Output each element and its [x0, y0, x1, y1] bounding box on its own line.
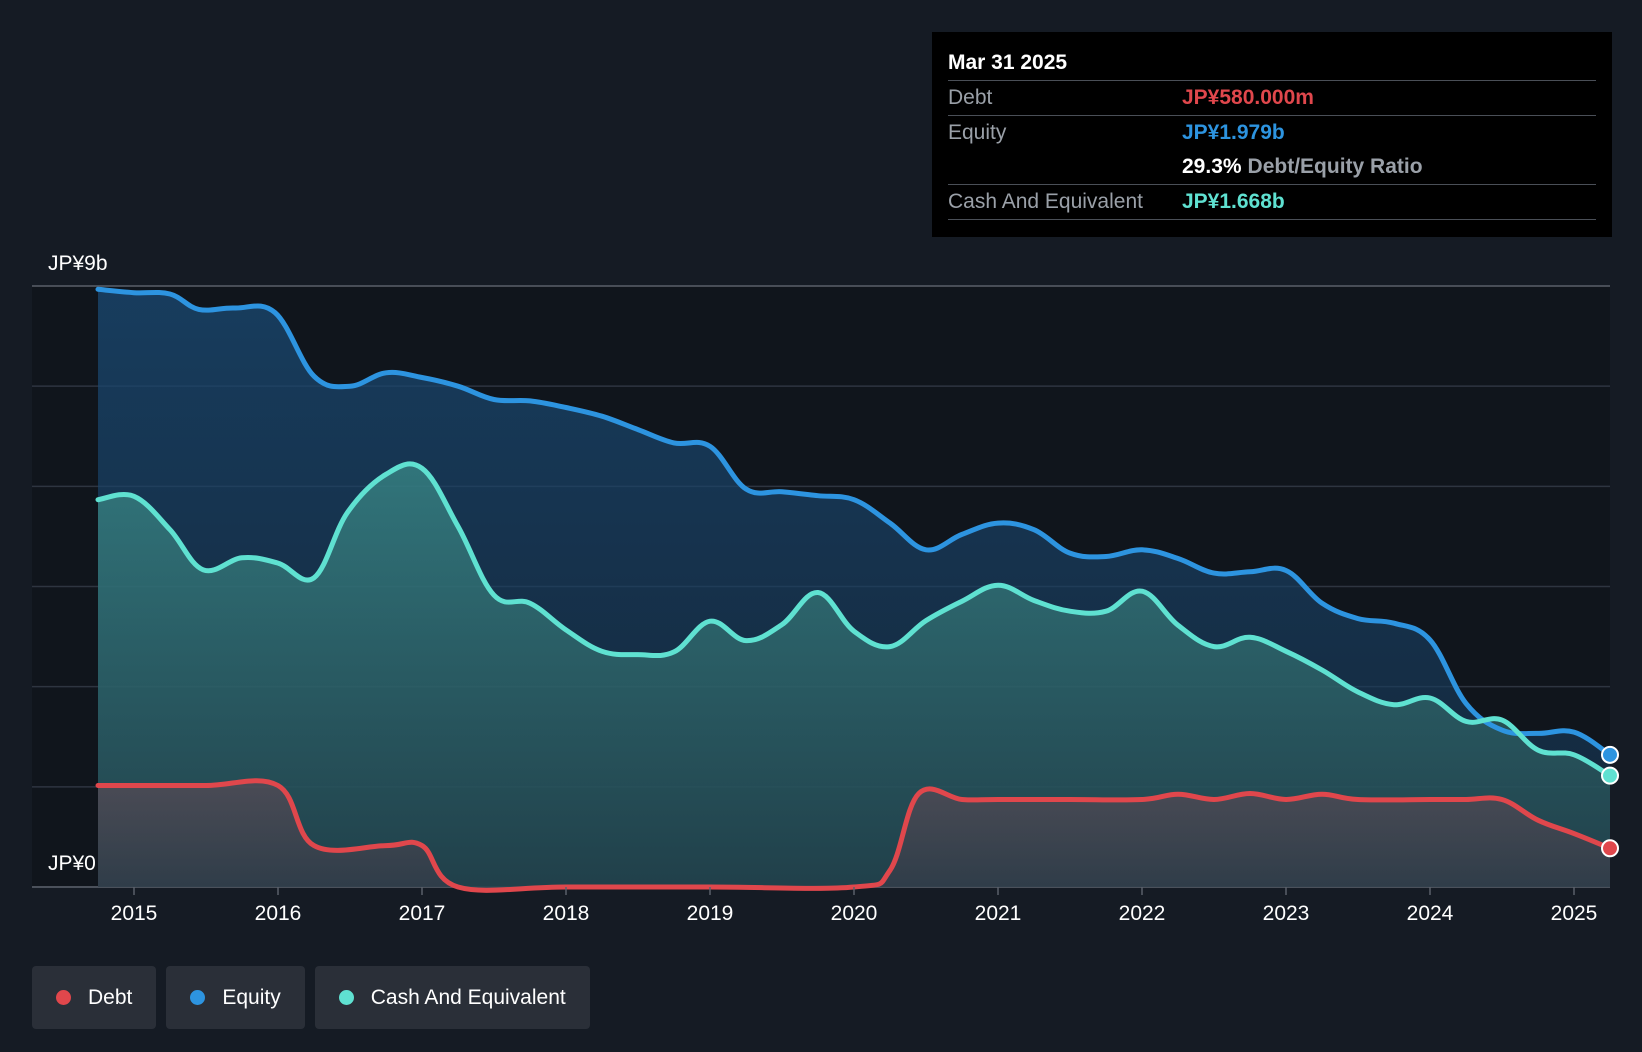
tooltip-equity-value: JP¥1.979b — [1182, 121, 1285, 144]
x-tick-label: 2025 — [1551, 902, 1598, 925]
x-tick-label: 2016 — [255, 902, 302, 925]
x-tick-label: 2017 — [399, 902, 446, 925]
tooltip-cash-label: Cash And Equivalent — [948, 190, 1143, 213]
cash-and-equivalent-line — [95, 461, 1613, 779]
tooltip-ratio-row: 29.3% Debt/Equity Ratio — [948, 150, 1596, 184]
equity-endpoint — [1601, 745, 1619, 764]
tooltip-equity-label: Equity — [948, 121, 1007, 144]
tooltip: Mar 31 2025 Debt JP¥580.000m Equity JP¥1… — [932, 32, 1612, 237]
tooltip-debt-value: JP¥580.000m — [1182, 86, 1314, 109]
x-tick-label: 2020 — [831, 902, 878, 925]
legend: Debt Equity Cash And Equivalent — [32, 966, 590, 1029]
cash-dot-icon — [338, 990, 354, 1005]
legend-equity-label: Equity — [222, 985, 281, 1009]
tooltip-debt-label: Debt — [948, 86, 993, 109]
x-tick-label: 2018 — [543, 902, 590, 925]
tooltip-cash-row: Cash And Equivalent JP¥1.668b — [948, 184, 1596, 220]
cash-and-equivalent-endpoint — [1601, 766, 1619, 785]
x-tick-label: 2024 — [1407, 902, 1454, 925]
series-lines — [95, 286, 1613, 893]
legend-item-cash[interactable]: Cash And Equivalent — [314, 966, 590, 1029]
tooltip-cash-value: JP¥1.668b — [1182, 190, 1285, 213]
x-tick-label: 2019 — [687, 902, 734, 925]
equity-line — [95, 286, 1613, 758]
x-tick-label: 2015 — [111, 902, 158, 925]
equity-dot-icon — [190, 990, 206, 1005]
tooltip-equity-row: Equity JP¥1.979b — [948, 115, 1596, 150]
x-tick-label: 2023 — [1263, 902, 1310, 925]
debt-line — [95, 778, 1613, 893]
y-axis-bottom-label: JP¥0 — [48, 852, 96, 875]
x-tick-label: 2022 — [1119, 902, 1166, 925]
series-endpoints — [1601, 745, 1619, 858]
legend-item-equity[interactable]: Equity — [166, 966, 305, 1029]
tooltip-ratio-value: 29.3% — [1182, 155, 1242, 178]
debt-dot-icon — [56, 990, 71, 1005]
tooltip-ratio-label: Debt/Equity Ratio — [1247, 155, 1423, 178]
x-tick-label: 2021 — [975, 902, 1022, 925]
y-axis-top-label: JP¥9b — [48, 252, 108, 275]
tooltip-date: Mar 31 2025 — [948, 51, 1068, 74]
debt-area — [98, 780, 1610, 891]
legend-debt-label: Debt — [88, 985, 133, 1009]
debt-endpoint — [1601, 839, 1619, 858]
tooltip-debt-row: Debt JP¥580.000m — [948, 80, 1596, 115]
legend-item-debt[interactable]: Debt — [32, 966, 157, 1029]
legend-cash-label: Cash And Equivalent — [370, 985, 566, 1009]
x-axis: 2015 2016 2017 2018 2019 2020 2021 2022 2023 2024… — [111, 887, 1598, 925]
